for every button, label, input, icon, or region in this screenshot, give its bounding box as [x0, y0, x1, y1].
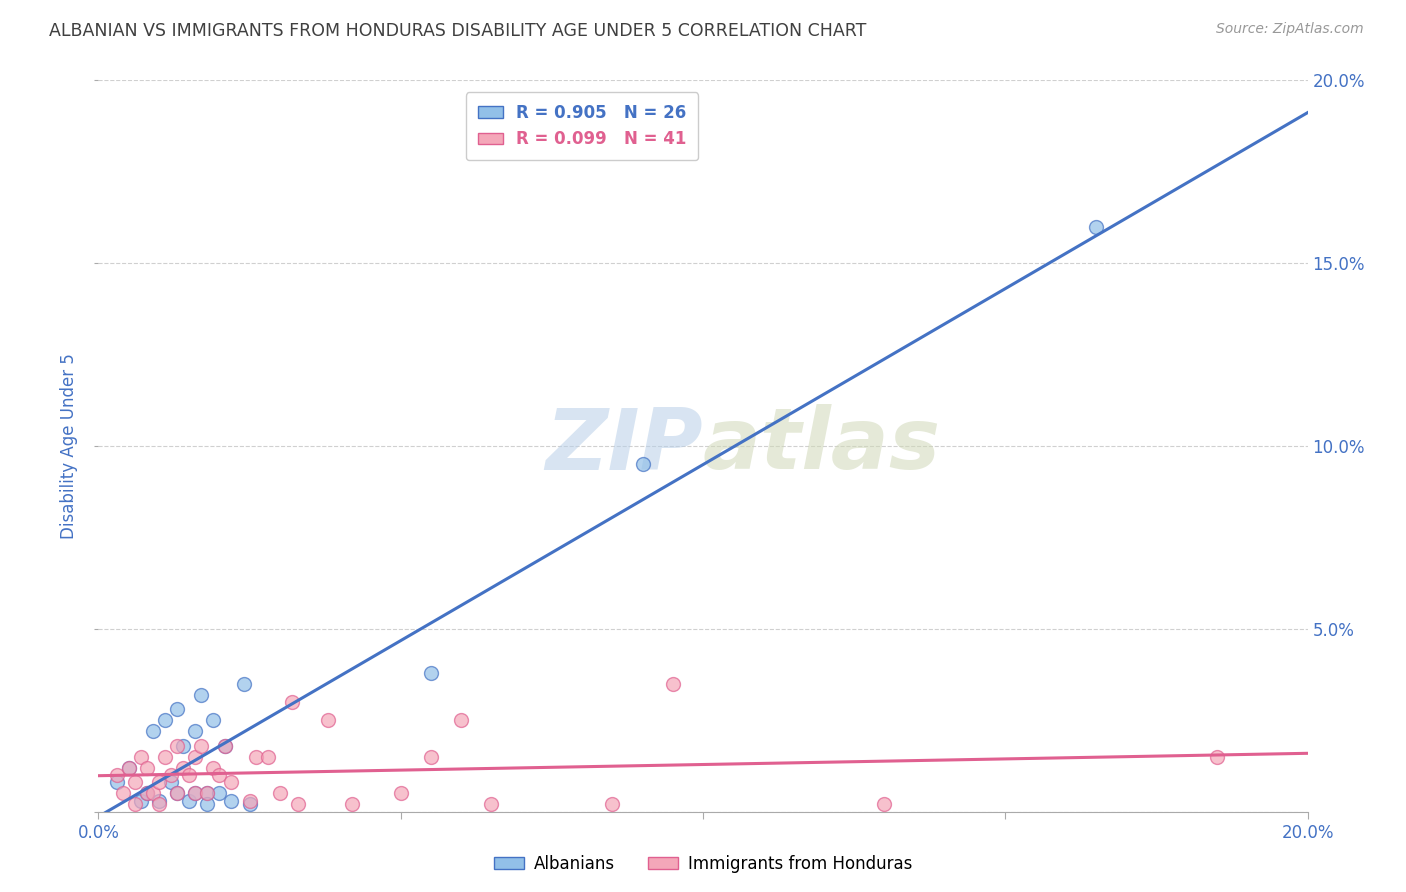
Point — [184, 724, 207, 739]
Point — [179, 768, 201, 782]
Point — [166, 702, 188, 716]
Point — [873, 797, 896, 812]
Point — [184, 749, 207, 764]
Point — [1085, 219, 1108, 234]
Point — [129, 794, 152, 808]
Point — [184, 787, 207, 801]
Point — [160, 775, 183, 789]
Point — [208, 768, 231, 782]
Point — [179, 794, 201, 808]
Point — [221, 775, 243, 789]
Text: ALBANIAN VS IMMIGRANTS FROM HONDURAS DISABILITY AGE UNDER 5 CORRELATION CHART: ALBANIAN VS IMMIGRANTS FROM HONDURAS DIS… — [49, 22, 866, 40]
Point — [148, 794, 170, 808]
Point — [481, 797, 503, 812]
Point — [389, 787, 412, 801]
Point — [118, 761, 141, 775]
Point — [105, 768, 128, 782]
Y-axis label: Disability Age Under 5: Disability Age Under 5 — [60, 353, 79, 539]
Point — [420, 665, 443, 680]
Legend: R = 0.905   N = 26, R = 0.099   N = 41: R = 0.905 N = 26, R = 0.099 N = 41 — [465, 92, 699, 160]
Point — [239, 797, 262, 812]
Point — [316, 714, 339, 728]
Point — [208, 787, 231, 801]
Point — [195, 797, 218, 812]
Point — [166, 787, 188, 801]
Point — [135, 787, 157, 801]
Point — [342, 797, 364, 812]
Point — [166, 787, 188, 801]
Point — [166, 739, 188, 753]
Point — [153, 749, 176, 764]
Point — [148, 797, 170, 812]
Point — [172, 761, 194, 775]
Legend: Albanians, Immigrants from Honduras: Albanians, Immigrants from Honduras — [486, 848, 920, 880]
Point — [450, 714, 472, 728]
Point — [214, 739, 236, 753]
Point — [135, 761, 157, 775]
Point — [239, 794, 262, 808]
Point — [245, 749, 267, 764]
Point — [160, 768, 183, 782]
Point — [184, 787, 207, 801]
Point — [269, 787, 291, 801]
Point — [118, 761, 141, 775]
Point — [111, 787, 134, 801]
Point — [281, 695, 304, 709]
Point — [124, 775, 146, 789]
Text: Source: ZipAtlas.com: Source: ZipAtlas.com — [1216, 22, 1364, 37]
Point — [420, 749, 443, 764]
Point — [124, 797, 146, 812]
Point — [142, 787, 165, 801]
Point — [148, 775, 170, 789]
Point — [190, 688, 212, 702]
Point — [602, 797, 624, 812]
Point — [153, 714, 176, 728]
Point — [190, 739, 212, 753]
Text: atlas: atlas — [703, 404, 941, 488]
Text: ZIP: ZIP — [546, 404, 703, 488]
Point — [195, 787, 218, 801]
Point — [202, 714, 225, 728]
Point — [256, 749, 278, 764]
Point — [135, 787, 157, 801]
Point — [129, 749, 152, 764]
Point — [195, 787, 218, 801]
Point — [105, 775, 128, 789]
Point — [1206, 749, 1229, 764]
Point — [172, 739, 194, 753]
Point — [631, 457, 654, 471]
Point — [221, 794, 243, 808]
Point — [214, 739, 236, 753]
Point — [202, 761, 225, 775]
Point — [661, 676, 683, 690]
Point — [287, 797, 309, 812]
Point — [232, 676, 254, 690]
Point — [142, 724, 165, 739]
